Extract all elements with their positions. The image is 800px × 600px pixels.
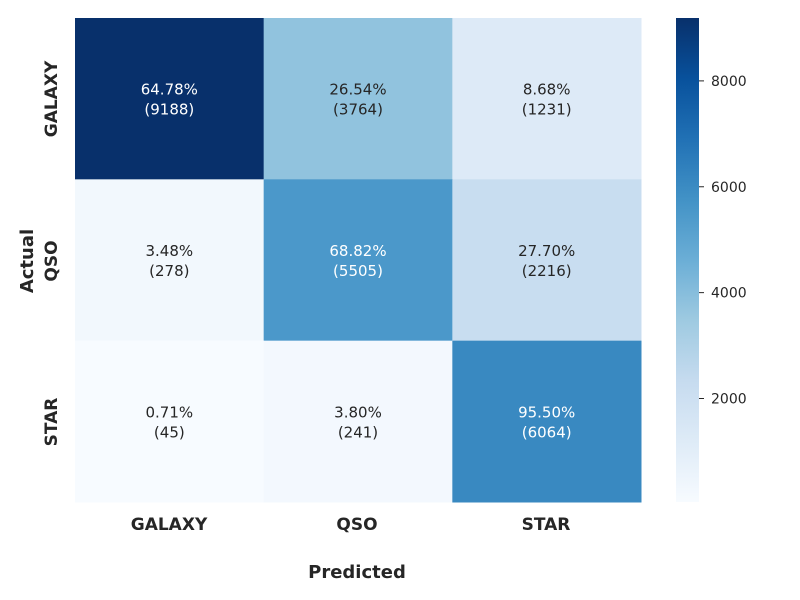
y-axis-title: Actual	[17, 229, 38, 293]
heatmap-annotations: 64.78% (9188) 26.54% (3764) 8.68% (1231) 3.48%…	[141, 81, 576, 442]
x-axis-title: Predicted	[308, 562, 406, 583]
cell-percent-label: 26.54%	[329, 81, 386, 99]
colorbar-ticks: 2000 4000 6000 8000	[699, 74, 747, 408]
cell-percent-label: 3.48%	[146, 242, 194, 260]
cell-count-label: (241)	[338, 423, 378, 441]
y-axis-ticks: GALAXY QSO STAR	[42, 60, 62, 446]
cell-count-label: (6064)	[522, 423, 572, 441]
heatmap-cell	[263, 340, 453, 503]
heatmap-cell	[263, 18, 453, 180]
y-tick-label: STAR	[42, 398, 62, 447]
cell-count-label: (278)	[149, 262, 189, 280]
heatmap-cell	[452, 340, 642, 503]
heatmap-cell	[75, 340, 265, 503]
cell-percent-label: 95.50%	[518, 403, 575, 421]
heatmap-cell	[263, 179, 453, 342]
cell-percent-label: 64.78%	[141, 81, 198, 99]
heatmap-cell	[75, 179, 265, 342]
colorbar-gradient	[676, 18, 699, 502]
x-axis-ticks: GALAXY QSO STAR	[131, 515, 571, 535]
x-tick-label: STAR	[522, 515, 571, 535]
heatmap-cell	[452, 179, 642, 342]
cell-count-label: (45)	[154, 423, 185, 441]
y-tick-label: QSO	[42, 240, 62, 281]
x-tick-label: QSO	[336, 515, 377, 535]
cell-percent-label: 27.70%	[518, 242, 575, 260]
colorbar-tick-label: 2000	[711, 392, 747, 408]
colorbar-tick-label: 4000	[711, 286, 747, 302]
y-tick-label: GALAXY	[42, 60, 62, 137]
x-tick-label: GALAXY	[131, 515, 208, 535]
cell-percent-label: 0.71%	[146, 403, 194, 421]
cell-percent-label: 3.80%	[334, 403, 382, 421]
heatmap-cells	[75, 18, 642, 503]
colorbar	[676, 18, 699, 502]
cell-percent-label: 8.68%	[523, 81, 571, 99]
colorbar-tick-label: 6000	[711, 180, 747, 196]
cell-count-label: (2216)	[522, 262, 572, 280]
heatmap-cell	[452, 18, 642, 180]
cell-percent-label: 68.82%	[329, 242, 386, 260]
colorbar-tick-label: 8000	[711, 74, 747, 90]
cell-count-label: (5505)	[333, 262, 383, 280]
heatmap-cell	[75, 18, 265, 180]
cell-count-label: (9188)	[144, 101, 194, 119]
cell-count-label: (1231)	[522, 101, 572, 119]
cell-count-label: (3764)	[333, 101, 383, 119]
